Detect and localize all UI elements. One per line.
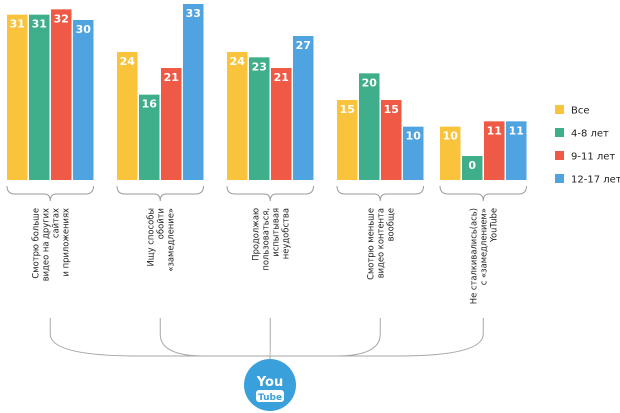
category-label-line: обойти [155,208,165,239]
bar-2-4 [183,4,204,180]
bar-1-2 [29,14,50,180]
bar-5-2 [462,156,483,180]
legend-label: 4-8 лет [571,129,609,140]
category-label-line: Не сталкивались(ась) [468,208,478,304]
youtube-logo-tube-box [256,390,284,402]
category-label-line: и приложениях [60,208,70,276]
bar-5-1 [440,126,461,180]
legend-label: 12-17 лет [571,175,620,186]
legend-swatch [555,174,564,183]
bar-value-label: 32 [54,12,69,25]
youtube-logo-line1: You [256,375,283,390]
bar-5-4 [506,121,527,180]
bar-5-3 [484,121,505,180]
bar-value-label: 10 [443,130,459,143]
connector-line [49,318,270,357]
bar-3-1 [227,52,248,180]
bar-2-2 [139,94,160,180]
bar-1-3 [51,9,72,181]
bar-value-label: 33 [186,7,201,20]
category-label-line: пользоваться, [260,208,270,271]
bar-value-label: 21 [274,71,289,84]
bar-3-2 [249,57,270,181]
category-label-line: «замедление» [165,208,175,272]
legend-swatch [555,105,564,114]
bar-3-3 [271,68,292,180]
connector-line [270,318,484,357]
category-label-line: с «замедлением» [478,208,488,285]
legend-swatch [555,151,564,160]
category-label-line: вообще [385,208,395,241]
legend-label: 9-11 лет [571,152,615,163]
bar-value-label: 27 [296,39,311,52]
bar-value-label: 24 [230,55,246,68]
bar-value-label: 15 [384,103,399,116]
bar-value-label: 23 [252,60,267,73]
bar-4-4 [403,126,424,180]
category-label-line: Продолжаю [250,208,260,261]
bar-4-3 [381,100,402,180]
bar-4-2 [359,73,380,180]
bar-value-label: 21 [164,71,179,84]
category-label-line: YouTube [488,208,498,243]
bar-2-1 [117,52,138,180]
youtube-logo-line2: Tube [258,393,282,403]
youtube-logo: You Tube [244,359,296,411]
legend: Все 4-8 лет 9-11 лет 12-17 лет [555,105,620,186]
bar-value-label: 24 [120,55,136,68]
connector-line [159,318,270,357]
category-labels: Смотрю больше видео на других сайтах и прил… [30,208,498,304]
bar-value-label: 31 [10,18,25,31]
category-braces [6,185,527,202]
bar-value-label: 11 [509,124,524,137]
bars-group: 31 31 32 30 24 16 21 33 24 23 21 27 15 20 15 10 10 0 11 11 [7,4,527,181]
bar-value-label: 31 [32,18,47,31]
bar-1-1 [7,14,28,180]
category-label-line: Ищу способы [145,208,155,266]
bar-value-label: 30 [76,23,92,36]
bar-value-label: 10 [406,130,422,143]
connector-lines [49,318,484,360]
bar-1-4 [73,20,94,180]
legend-swatch [555,128,564,137]
bar-value-label: 0 [468,159,476,172]
bar-value-label: 11 [487,124,502,137]
category-brace [6,185,94,202]
category-label-line: сайтах [50,208,60,238]
bar-4-1 [337,100,358,180]
category-label-line: видео на других [40,208,50,281]
bar-value-label: 20 [362,76,378,89]
category-brace [116,185,204,202]
category-label-line: видео контента [375,208,385,278]
bar-value-label: 16 [142,98,158,111]
bar-value-label: 15 [340,103,355,116]
category-label-line: Смотрю больше [30,208,40,279]
category-label-line: Смотрю меньше [365,208,375,280]
category-label-line: испытывая [270,208,280,257]
category-label-line: неудобства [280,208,290,259]
category-brace [226,185,314,202]
category-brace [439,185,527,202]
category-brace [336,185,424,202]
bar-3-4 [293,36,314,180]
bar-2-3 [161,68,182,180]
connector-line [270,318,381,357]
legend-label: Все [571,106,590,117]
